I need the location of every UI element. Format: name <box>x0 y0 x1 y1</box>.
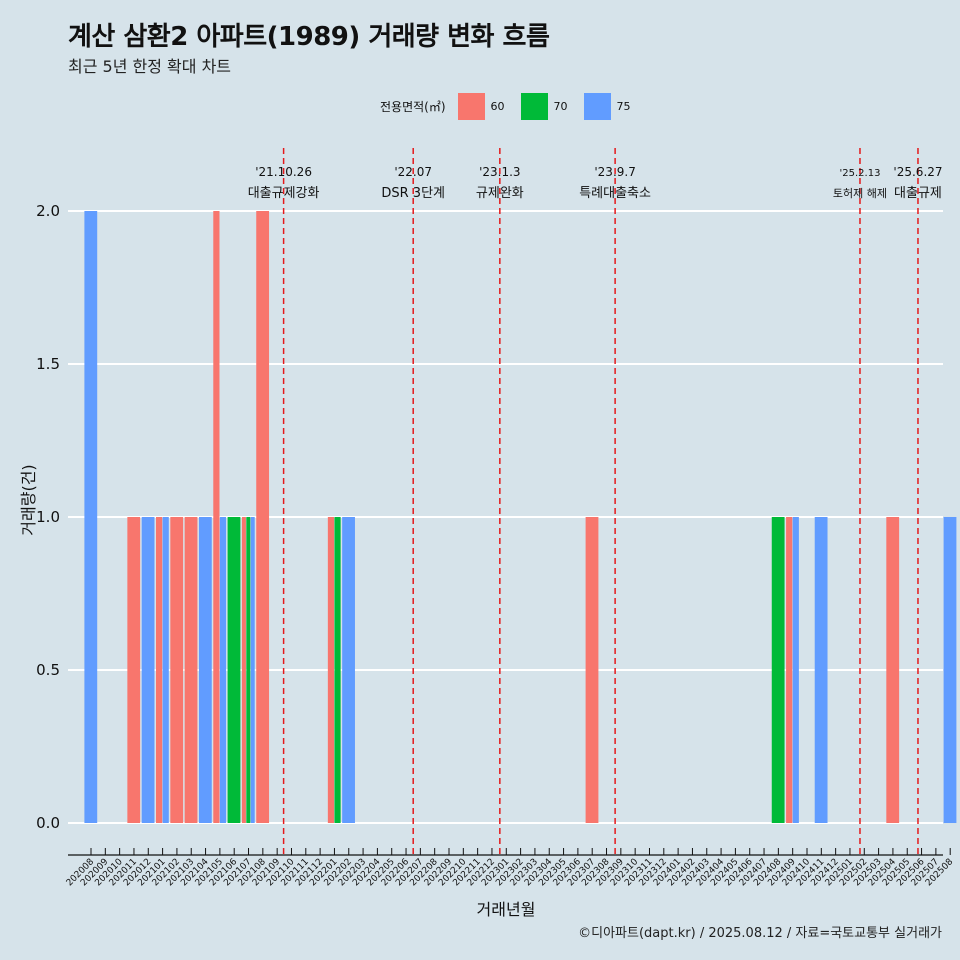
legend-label-75: 75 <box>616 100 631 113</box>
event-date-label: '23.9.7 <box>594 165 635 179</box>
bar-75-202101 <box>162 517 169 823</box>
bar-60-202307 <box>585 517 599 823</box>
y-tick-label: 0.0 <box>36 814 60 832</box>
event-date-label: '25.2.13 <box>840 168 881 179</box>
legend-label-60: 60 <box>490 100 505 113</box>
source-caption: ©디아파트(dapt.kr) / 2025.08.12 / 자료=국토교통부 실… <box>578 926 942 941</box>
x-axis-title: 거래년월 <box>477 900 536 919</box>
bar-70-202107 <box>246 517 251 823</box>
bar-60-202101 <box>156 517 163 823</box>
bar-75-202409 <box>792 517 799 823</box>
y-tick-label: 0.5 <box>36 661 60 679</box>
bar-75-202508 <box>943 517 957 823</box>
y-tick-label: 2.0 <box>36 202 60 220</box>
bar-60-202105 <box>213 211 220 823</box>
bar-70-202106 <box>227 517 241 823</box>
bar-60-202102 <box>170 517 184 823</box>
legend: 전용면적(㎡) 60 70 75 <box>380 93 641 120</box>
event-label: 대출규제 <box>894 186 942 201</box>
event-label: DSR 3단계 <box>381 186 445 201</box>
bar-75-202105 <box>219 517 227 823</box>
legend-key-60 <box>457 93 485 120</box>
y-tick-label: 1.5 <box>36 355 60 373</box>
chart-title: 계산 삼환2 아파트(1989) 거래량 변화 흐름 <box>68 22 550 52</box>
legend-title: 전용면적(㎡) <box>380 100 446 114</box>
legend-label-70: 70 <box>553 100 568 113</box>
bar-60-202108 <box>256 211 270 823</box>
bar-70-202408 <box>771 517 785 823</box>
bar-70-202201 <box>334 517 341 823</box>
event-date-label: '21.10.26 <box>255 165 312 179</box>
event-label: 대출규제강화 <box>248 186 320 201</box>
bar-60-202409 <box>786 517 793 823</box>
legend-key-70 <box>520 93 548 120</box>
chart-subtitle: 최근 5년 한정 확대 차트 <box>68 57 232 76</box>
bar-60-202504 <box>886 517 900 823</box>
bar-60-202201 <box>327 517 335 823</box>
bar-75-202104 <box>198 517 212 823</box>
legend-key-75 <box>583 93 611 120</box>
bar-75-202012 <box>141 517 155 823</box>
y-axis-title: 거래량(건) <box>19 464 38 535</box>
bar-60-202103 <box>184 517 198 823</box>
event-date-label: '23.1.3 <box>479 165 520 179</box>
event-label: 토허제 해제 <box>833 186 887 200</box>
event-label: 특례대출축소 <box>579 186 651 201</box>
y-tick-label: 1.0 <box>36 508 60 526</box>
bar-75-202411 <box>814 517 828 823</box>
bar-60-202107 <box>241 517 246 823</box>
event-date-label: '25.6.27 <box>893 165 942 179</box>
event-label: 규제완화 <box>476 186 524 201</box>
event-date-label: '22.07 <box>394 165 432 179</box>
bar-60-202011 <box>127 517 141 823</box>
bar-75-202008 <box>84 211 98 823</box>
bar-75-202202 <box>342 517 355 823</box>
bar-75-202107 <box>250 517 255 823</box>
